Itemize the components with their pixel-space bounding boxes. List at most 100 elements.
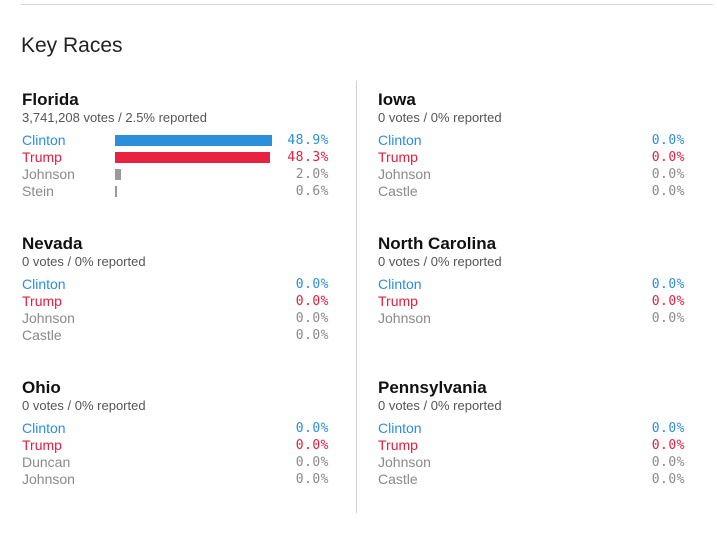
candidate-name: Duncan: [22, 454, 71, 470]
race-iowa: Iowa 0 votes / 0% reported Clinton 0.0% Trum…: [378, 90, 685, 200]
candidate-row: Duncan 0.0%: [22, 454, 329, 471]
race-state-name: Nevada: [22, 234, 83, 253]
candidate-percent: 0.0%: [651, 438, 685, 453]
result-bar-track: [115, 135, 272, 146]
candidate-percent: 0.0%: [651, 294, 685, 309]
candidate-name: Clinton: [22, 420, 66, 436]
candidate-row: Castle 0.0%: [378, 471, 685, 488]
candidate-percent: 0.0%: [295, 438, 329, 453]
race-north-carolina: North Carolina 0 votes / 0% reported Clint…: [378, 234, 685, 327]
candidate-name: Trump: [22, 149, 62, 165]
section-title: Key Races: [21, 34, 123, 57]
candidate-percent: 0.0%: [651, 184, 685, 199]
result-bar-track: [115, 152, 272, 163]
candidate-percent: 0.0%: [651, 167, 685, 182]
candidate-row: Trump 0.0%: [378, 437, 685, 454]
candidate-list: Clinton 0.0% Trump 0.0% Johnson 0.0% Castle 0.0…: [22, 276, 329, 344]
candidate-percent: 48.9%: [287, 133, 329, 148]
candidate-name: Trump: [378, 149, 418, 165]
candidate-row: Clinton 0.0%: [378, 420, 685, 437]
candidate-percent: 0.6%: [295, 184, 329, 199]
race-ohio: Ohio 0 votes / 0% reported Clinton 0.0% Trum…: [22, 378, 329, 488]
candidate-row: Johnson 2.0%: [22, 166, 329, 183]
candidate-percent: 0.0%: [651, 150, 685, 165]
race-vote-summary: 0 votes / 0% reported: [378, 254, 502, 269]
candidate-name: Trump: [22, 437, 62, 453]
candidate-row: Stein 0.6%: [22, 183, 329, 200]
candidate-row: Castle 0.0%: [22, 327, 329, 344]
candidate-name: Castle: [378, 471, 418, 487]
candidate-row: Clinton 0.0%: [22, 276, 329, 293]
candidate-row: Clinton 0.0%: [378, 276, 685, 293]
candidate-row: Clinton 0.0%: [22, 420, 329, 437]
candidate-row: Trump 0.0%: [378, 293, 685, 310]
race-state-name: Pennsylvania: [378, 378, 487, 397]
candidate-percent: 0.0%: [295, 455, 329, 470]
candidate-list: Clinton 0.0% Trump 0.0% Johnson 0.0%: [378, 276, 685, 327]
candidate-percent: 48.3%: [287, 150, 329, 165]
candidate-name: Johnson: [22, 310, 75, 326]
result-bar-track: [115, 169, 272, 180]
candidate-name: Trump: [378, 293, 418, 309]
candidate-percent: 0.0%: [651, 277, 685, 292]
result-bar: [115, 152, 270, 163]
candidate-row: Trump 0.0%: [378, 149, 685, 166]
candidate-percent: 0.0%: [651, 133, 685, 148]
candidate-name: Clinton: [378, 420, 422, 436]
candidate-row: Johnson 0.0%: [378, 454, 685, 471]
candidate-name: Clinton: [22, 276, 66, 292]
race-state-name: North Carolina: [378, 234, 497, 253]
race-state-name: Iowa: [378, 90, 416, 109]
candidate-percent: 0.0%: [295, 472, 329, 487]
candidate-list: Clinton 0.0% Trump 0.0% Johnson 0.0% Castle 0.0…: [378, 132, 685, 200]
candidate-percent: 2.0%: [295, 167, 329, 182]
candidate-name: Clinton: [378, 132, 422, 148]
candidate-name: Castle: [22, 327, 62, 343]
race-state-name: Florida: [22, 90, 79, 109]
race-florida: Florida 3,741,208 votes / 2.5% reported Cl…: [22, 90, 329, 200]
candidate-row: Johnson 0.0%: [22, 310, 329, 327]
race-vote-summary: 3,741,208 votes / 2.5% reported: [22, 110, 208, 125]
candidate-row: Johnson 0.0%: [22, 471, 329, 488]
candidate-name: Johnson: [378, 454, 431, 470]
candidate-row: Trump 0.0%: [22, 293, 329, 310]
race-vote-summary: 0 votes / 0% reported: [378, 110, 502, 125]
candidate-list: Clinton 0.0% Trump 0.0% Johnson 0.0% Castle 0.0…: [378, 420, 685, 488]
race-pennsylvania: Pennsylvania 0 votes / 0% reported Clinton…: [378, 378, 685, 488]
candidate-row: Clinton 48.9%: [22, 132, 329, 149]
candidate-row: Johnson 0.0%: [378, 166, 685, 183]
candidate-percent: 0.0%: [295, 277, 329, 292]
result-bar: [115, 186, 117, 197]
candidate-percent: 0.0%: [295, 294, 329, 309]
top-divider: [21, 4, 713, 5]
candidate-name: Johnson: [22, 166, 75, 182]
candidate-percent: 0.0%: [651, 455, 685, 470]
result-bar: [115, 169, 121, 180]
candidate-name: Clinton: [22, 132, 66, 148]
candidate-percent: 0.0%: [651, 472, 685, 487]
candidate-row: Johnson 0.0%: [378, 310, 685, 327]
candidate-row: Clinton 0.0%: [378, 132, 685, 149]
candidate-percent: 0.0%: [651, 311, 685, 326]
candidate-percent: 0.0%: [295, 311, 329, 326]
result-bar-track: [115, 186, 272, 197]
candidate-name: Clinton: [378, 276, 422, 292]
race-vote-summary: 0 votes / 0% reported: [22, 254, 146, 269]
column-divider: [356, 81, 357, 513]
result-bar: [115, 135, 272, 146]
candidate-list: Clinton 0.0% Trump 0.0% Duncan 0.0% Johnson 0.0…: [22, 420, 329, 488]
candidate-name: Johnson: [378, 310, 431, 326]
candidate-name: Johnson: [378, 166, 431, 182]
race-vote-summary: 0 votes / 0% reported: [378, 398, 502, 413]
candidate-row: Trump 0.0%: [22, 437, 329, 454]
race-vote-summary: 0 votes / 0% reported: [22, 398, 146, 413]
candidate-percent: 0.0%: [651, 421, 685, 436]
candidate-name: Trump: [378, 437, 418, 453]
candidate-row: Castle 0.0%: [378, 183, 685, 200]
candidate-list: Clinton 48.9% Trump 48.3% Johnson 2.0% Stein 0.…: [22, 132, 329, 200]
candidate-percent: 0.0%: [295, 421, 329, 436]
candidate-row: Trump 48.3%: [22, 149, 329, 166]
candidate-name: Stein: [22, 183, 54, 199]
race-state-name: Ohio: [22, 378, 61, 397]
candidate-name: Johnson: [22, 471, 75, 487]
